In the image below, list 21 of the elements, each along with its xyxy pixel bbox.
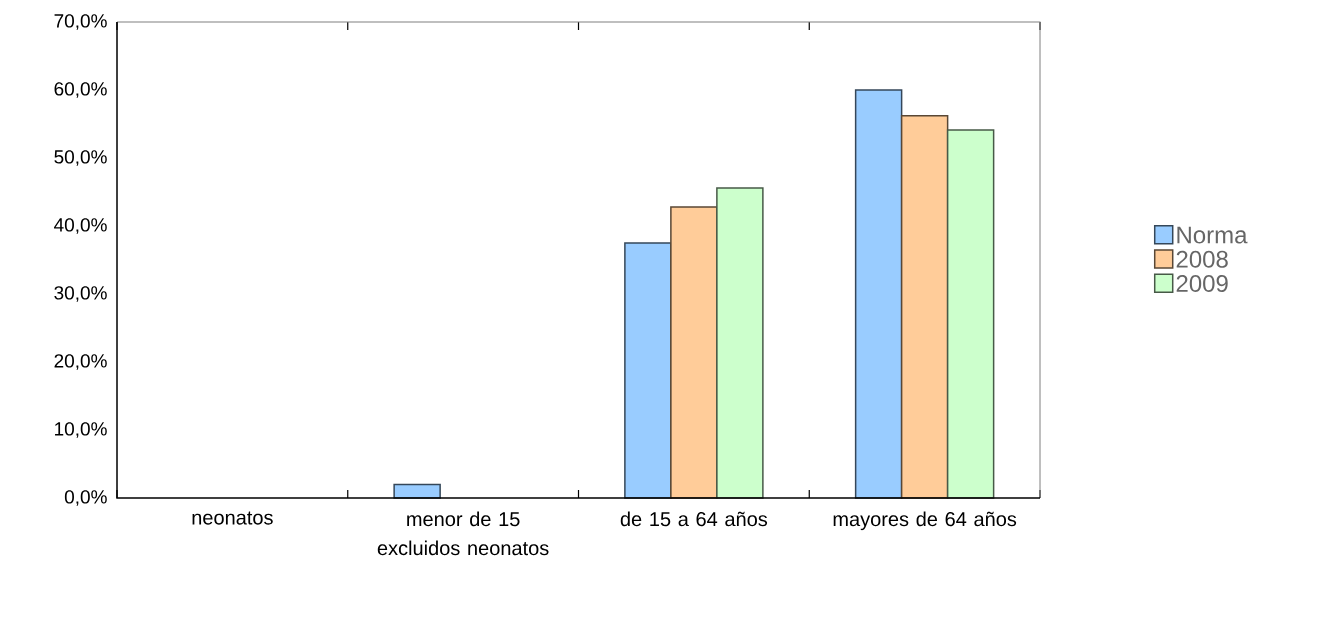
y-tick-label: 20,0% [54,354,107,370]
legend-label: 2009 [1176,275,1228,292]
x-tick-label: mayores de 64 años [833,511,1017,531]
bar [624,242,672,499]
bar [900,115,949,499]
bar [946,129,995,499]
y-tick-label: 40,0% [54,218,107,234]
y-tick-label: 60,0% [54,82,107,98]
x-tick-label: neonatos [192,511,273,525]
y-tick-label: 50,0% [54,150,107,166]
legend-label: 2008 [1176,250,1228,268]
bar [854,89,903,499]
x-tick-label: menor de 15 excluidos neonatos [377,511,549,556]
bar [670,206,718,499]
y-tick-label: 0,0% [64,490,107,506]
y-tick-label: 10,0% [55,422,107,438]
x-tick-label: de 15 a 64 años [620,511,768,527]
y-tick-label: 70,0% [54,14,107,30]
bar [716,187,764,499]
y-tick-label: 30,0% [54,286,107,302]
legend-label: Norma [1177,226,1248,244]
